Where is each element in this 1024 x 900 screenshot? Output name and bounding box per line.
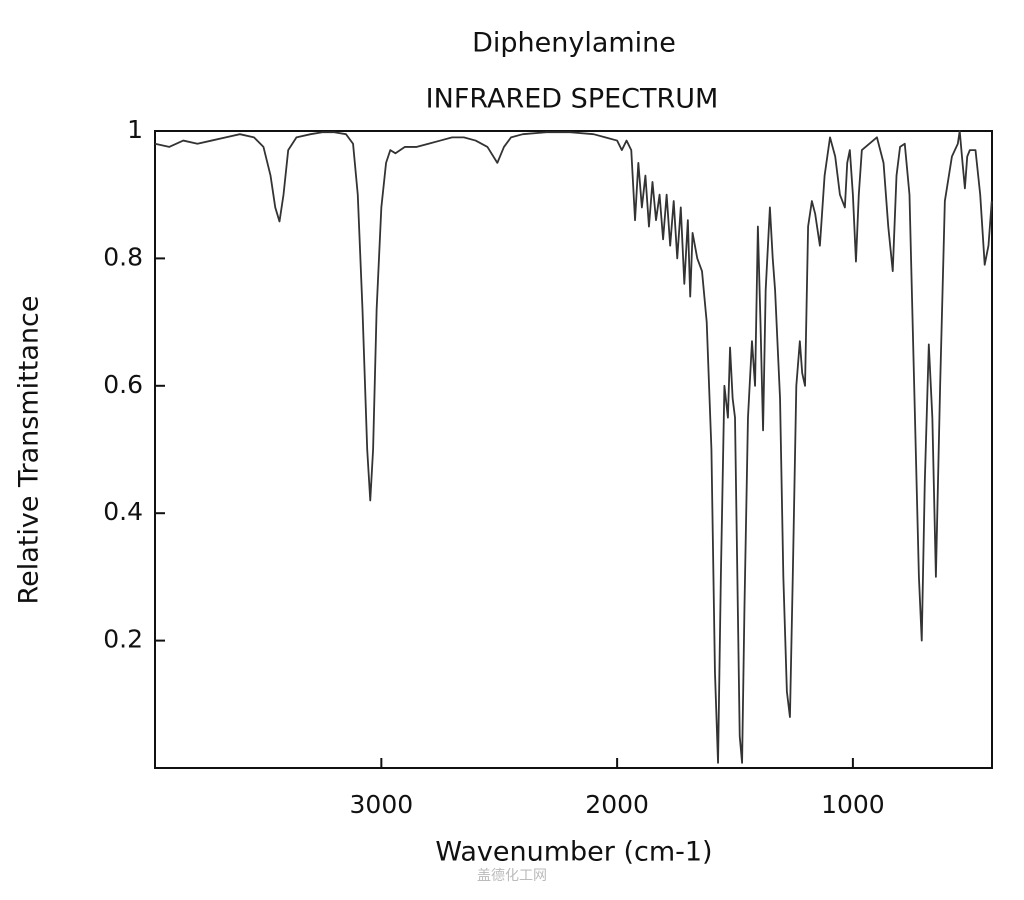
y-tick-label: 1 bbox=[127, 115, 143, 144]
x-tick-label: 2000 bbox=[585, 790, 649, 819]
y-tick-label: 0.6 bbox=[103, 370, 143, 399]
chart-subtitle: INFRARED SPECTRUM bbox=[426, 84, 719, 115]
y-tick-label: 0.4 bbox=[103, 497, 143, 526]
plot-frame bbox=[154, 130, 993, 769]
chart-title: Diphenylamine bbox=[472, 28, 676, 59]
x-axis-label: Wavenumber (cm-1) bbox=[435, 837, 712, 868]
watermark: 盖德化工网 bbox=[477, 868, 547, 884]
x-tick-label: 1000 bbox=[821, 790, 885, 819]
spectrum-line bbox=[154, 130, 993, 764]
y-axis-label: Relative Transmittance bbox=[14, 296, 45, 605]
y-tick-label: 0.8 bbox=[103, 242, 143, 271]
y-tick-label: 0.2 bbox=[103, 625, 143, 654]
x-tick-label: 3000 bbox=[350, 790, 414, 819]
